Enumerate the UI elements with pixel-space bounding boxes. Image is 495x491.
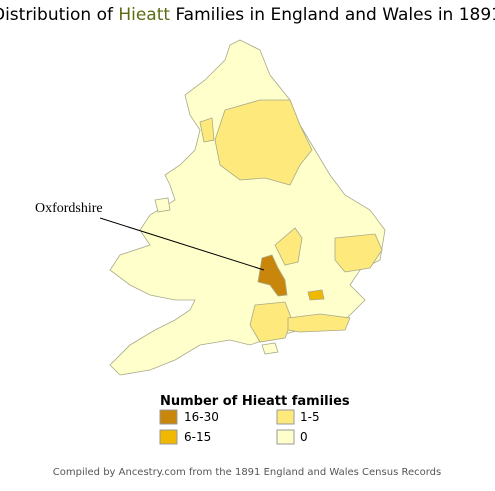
legend-label: 0 [300, 430, 308, 444]
essex [334, 233, 383, 273]
legend-label: 16-30 [184, 410, 219, 424]
legend-swatch [276, 429, 295, 445]
legend-label: 6-15 [184, 430, 211, 444]
northamptonshire [274, 227, 303, 266]
title-prefix: Distribution of [0, 5, 118, 25]
title-name: Hieatt [118, 5, 170, 25]
legend-swatch [159, 409, 178, 425]
oxfordshire [257, 254, 288, 297]
annotation-line [99, 217, 265, 271]
sussex [287, 313, 351, 333]
annotation: Oxfordshire [35, 201, 103, 216]
legend: 16-30 6-15 1-5 0 [159, 409, 320, 445]
lancashire-part [199, 117, 215, 143]
isle-of-wight [261, 342, 279, 355]
footer: Compiled by Ancestry.com from the 1891 E… [53, 467, 441, 478]
title: Distribution of Hieatt Families in Engla… [0, 5, 495, 25]
legend-swatch [276, 409, 295, 425]
hampshire [249, 301, 293, 343]
legend-label: 1-5 [300, 410, 320, 424]
yorkshire [214, 99, 313, 186]
legend-title: Number of Hieatt families [160, 394, 350, 409]
map [109, 39, 386, 376]
middlesex [307, 289, 325, 301]
title-suffix: Families in England and Wales in 1891 [170, 5, 495, 25]
legend-swatch [159, 429, 178, 445]
anglesey [154, 197, 171, 213]
